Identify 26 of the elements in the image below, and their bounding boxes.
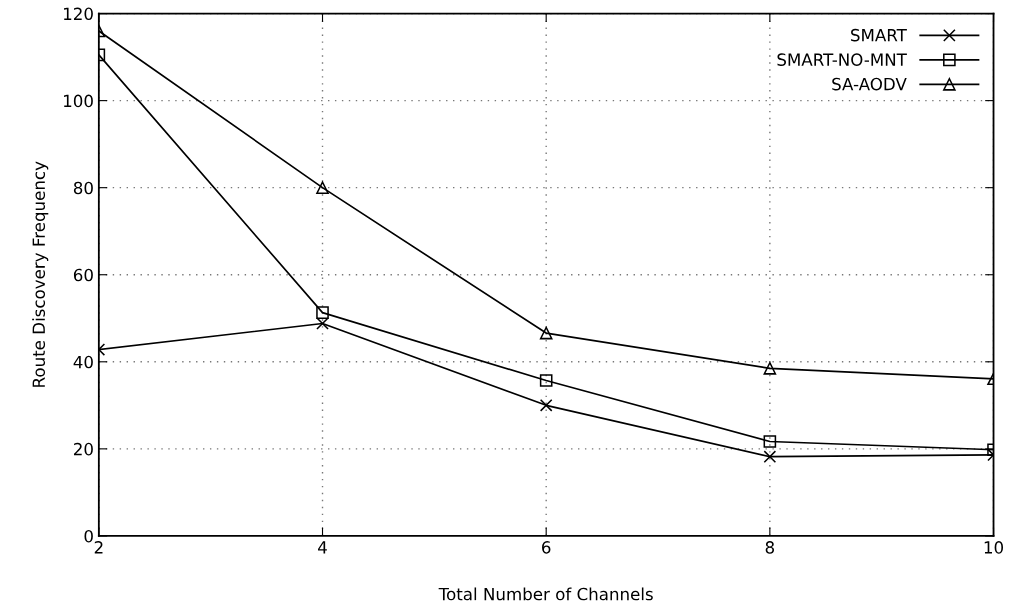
- y-tick-label: 20: [73, 442, 93, 456]
- x-tick-label: 4: [318, 541, 327, 554]
- x-axis-title: Total Number of Channels: [438, 587, 653, 601]
- y-tick-label: 60: [73, 268, 93, 282]
- point: [763, 450, 777, 464]
- y-tick-label: 0: [84, 529, 93, 543]
- point: [316, 181, 329, 194]
- x-tick-label: 10: [984, 541, 1004, 554]
- x-tick-label: 6: [542, 541, 551, 554]
- point: [763, 362, 777, 375]
- point: [539, 374, 553, 387]
- point: [316, 306, 329, 319]
- point: [539, 326, 553, 340]
- point: [539, 399, 553, 412]
- legend-label: SA-AODV: [832, 77, 907, 91]
- x-tick-label: 2: [94, 541, 103, 554]
- y-tick-label: 80: [73, 181, 93, 195]
- x-tick-label: 8: [765, 541, 775, 554]
- legend-label: SMART-NO-MNT: [777, 53, 907, 66]
- point: [316, 317, 329, 330]
- y-tick-label: 40: [73, 355, 93, 369]
- legend-label: SMART: [851, 28, 907, 42]
- y-tick-label: 100: [64, 94, 93, 108]
- y-tick-label: 120: [64, 7, 93, 21]
- point: [763, 435, 777, 448]
- y-axis-title: Route Discovery Frequency: [32, 161, 49, 387]
